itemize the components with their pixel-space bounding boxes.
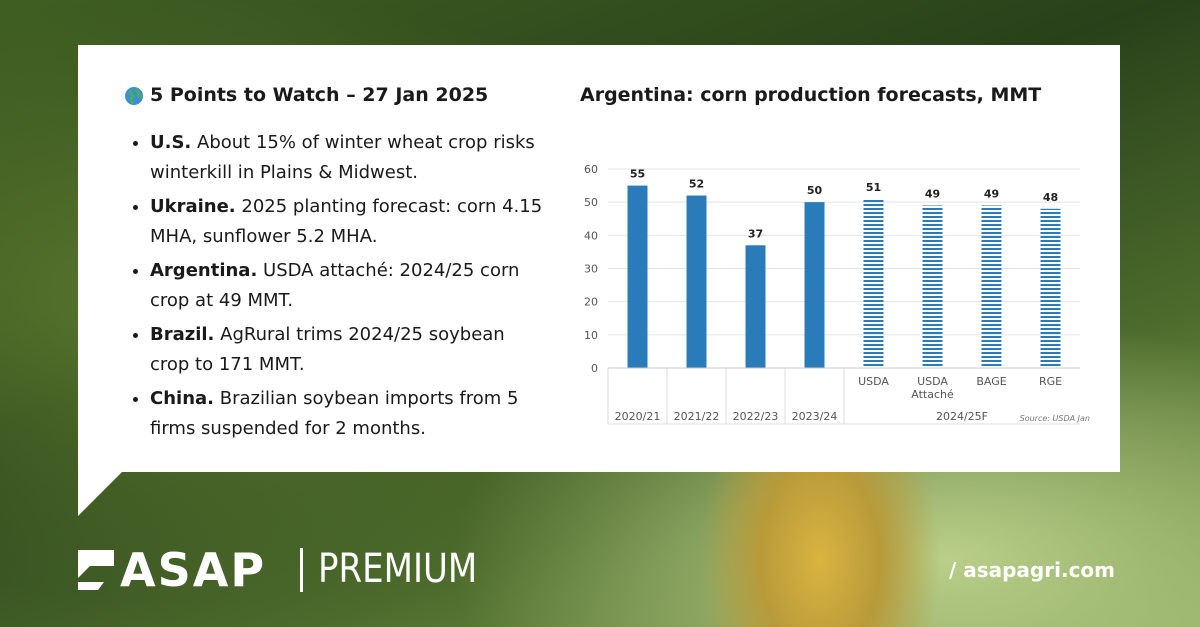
bar bbox=[981, 205, 1002, 368]
point: Ukraine. 2025 planting forecast: corn 4.… bbox=[150, 192, 545, 252]
bar bbox=[804, 202, 825, 368]
point-lead: U.S. bbox=[150, 132, 192, 153]
value-label: 37 bbox=[748, 227, 763, 240]
point-text: AgRural trims 2024/25 soybean crop to 17… bbox=[150, 324, 505, 375]
value-label: 50 bbox=[807, 184, 823, 197]
y-tick-label: 50 bbox=[584, 196, 598, 209]
logo-mark bbox=[78, 550, 114, 590]
tier: PREMIUM bbox=[318, 546, 478, 592]
chart-title: Argentina: corn production forecasts, MM… bbox=[580, 84, 1042, 106]
source: Source: USDA Jan bbox=[1020, 414, 1090, 423]
y-tick-label: 40 bbox=[584, 229, 598, 242]
value-label: 55 bbox=[630, 168, 645, 181]
point-lead: Brazil. bbox=[150, 324, 215, 345]
bar bbox=[863, 198, 884, 368]
point-text: USDA attaché: 2024/25 corn crop at 49 MM… bbox=[150, 260, 520, 311]
value-label: 49 bbox=[925, 187, 940, 200]
bar bbox=[686, 195, 707, 368]
x-tick-label: USDA bbox=[858, 375, 889, 388]
value-label: 51 bbox=[866, 181, 881, 194]
point-lead: Ukraine. bbox=[150, 196, 236, 217]
y-tick-label: 0 bbox=[591, 362, 598, 375]
x-tick-label: BAGE bbox=[976, 375, 1007, 388]
y-tick-label: 60 bbox=[584, 163, 598, 176]
point: U.S. About 15% of winter wheat crop risk… bbox=[150, 128, 545, 188]
point-lead: China. bbox=[150, 388, 214, 409]
y-tick-label: 10 bbox=[584, 329, 598, 342]
x-tick-label: 2020/21 bbox=[614, 410, 661, 423]
card bbox=[78, 45, 1120, 472]
point-text: About 15% of winter wheat crop risks win… bbox=[150, 132, 535, 183]
x-tick-label: 2022/23 bbox=[732, 410, 779, 423]
point: Brazil. AgRural trims 2024/25 soybean cr… bbox=[150, 320, 545, 380]
point: China. Brazilian soybean imports from 5 … bbox=[150, 384, 545, 444]
bar bbox=[1040, 208, 1061, 368]
y-tick-label: 30 bbox=[584, 263, 598, 276]
bar bbox=[627, 185, 648, 368]
brand: ASAP bbox=[120, 543, 267, 597]
site-link[interactable]: / asapagri.com bbox=[948, 558, 1115, 582]
x-tick-label: RGE bbox=[1038, 375, 1063, 388]
x-tick-label: 2023/24 bbox=[791, 410, 838, 423]
value-label: 48 bbox=[1043, 191, 1058, 204]
point-text: 2025 planting forecast: corn 4.15 MHA, s… bbox=[150, 196, 543, 247]
y-tick-label: 20 bbox=[584, 296, 598, 309]
value-label: 52 bbox=[689, 178, 704, 191]
value-label: 49 bbox=[984, 187, 999, 200]
bar bbox=[922, 205, 943, 368]
globe-icon bbox=[125, 87, 143, 105]
point-lead: Argentina. bbox=[150, 260, 258, 281]
bar bbox=[745, 245, 766, 368]
title: 5 Points to Watch – 27 Jan 2025 bbox=[150, 84, 489, 106]
group-label: 2024/25F bbox=[936, 410, 988, 423]
point-text: Brazilian soybean imports from 5 firms s… bbox=[150, 388, 519, 439]
x-tick-label: USDA Attaché bbox=[911, 375, 954, 401]
point: Argentina. USDA attaché: 2024/25 corn cr… bbox=[150, 256, 545, 316]
x-tick-label: 2021/22 bbox=[673, 410, 720, 423]
divider bbox=[300, 548, 303, 592]
points-list: U.S. About 15% of winter wheat crop risk… bbox=[130, 128, 545, 448]
